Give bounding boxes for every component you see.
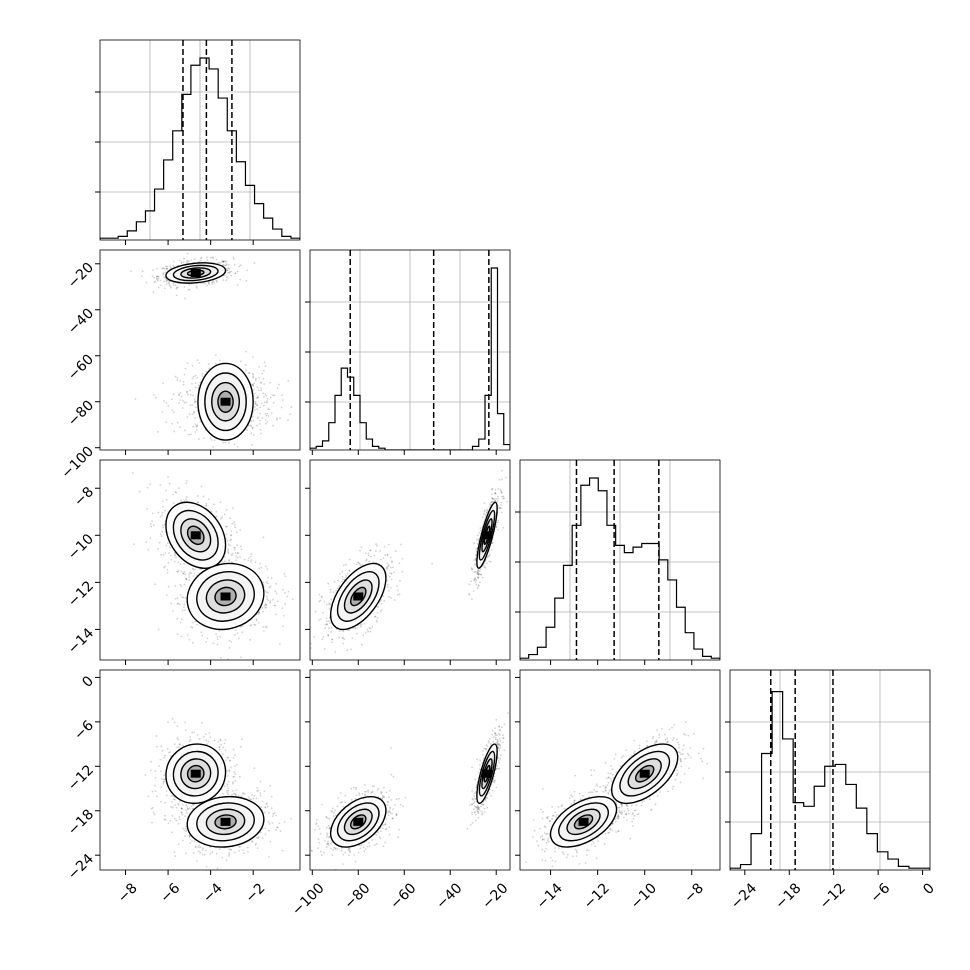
panel-2-0 [95, 459, 301, 665]
density-peak-mode-a [190, 769, 201, 778]
panel-frame [309, 459, 511, 661]
histogram-3 [730, 691, 930, 870]
xtick-label: −6 [157, 880, 183, 906]
density-peak-mode-b [220, 817, 231, 826]
panel-frame [309, 249, 511, 451]
density-peak-mode-a [190, 268, 201, 277]
ytick-label: −24 [65, 851, 97, 883]
density-peak-mode-a [639, 769, 650, 778]
xtick-label: −6 [868, 880, 894, 906]
panel-frame [729, 669, 931, 871]
ytick-label: −10 [65, 531, 97, 563]
panel-2-2 [515, 459, 721, 665]
ytick-label: −100 [59, 443, 98, 482]
ytick-label: −8 [71, 484, 97, 510]
ytick-label: −80 [65, 397, 97, 429]
xtick-label: −12 [817, 880, 849, 912]
xtick-label: −12 [581, 880, 613, 912]
density-peak-mode-b [220, 592, 231, 601]
panel-frame [519, 459, 721, 661]
panel-frame [519, 669, 721, 871]
xtick-label: −40 [433, 880, 465, 912]
panel-3-3 [725, 669, 931, 875]
xtick-label: −8 [115, 880, 141, 906]
histogram-0 [100, 57, 300, 240]
histogram-2 [520, 477, 720, 660]
density-peak-mode-b [353, 592, 364, 601]
ytick-label: 0 [79, 673, 97, 691]
panel-3-2 [515, 669, 721, 875]
density-peak-mode-a [482, 531, 493, 540]
panel-3-0 [95, 669, 301, 875]
xtick-label: −80 [341, 880, 373, 912]
xtick-label: −10 [628, 880, 660, 912]
xtick-label: −2 [243, 880, 269, 906]
panel-1-0 [95, 249, 301, 455]
density-peak-mode-a [482, 769, 493, 778]
panel-1-1 [305, 249, 511, 455]
ytick-label: −6 [71, 718, 97, 744]
panel-2-1 [305, 459, 511, 665]
panel-frame [99, 39, 301, 241]
ytick-label: −18 [65, 806, 97, 838]
xtick-label: −8 [681, 880, 707, 906]
xtick-label: −24 [728, 880, 760, 912]
xtick-label: −4 [200, 880, 226, 906]
panel-0-0 [95, 39, 301, 245]
panel-frame [99, 669, 301, 871]
xtick-label: −60 [387, 880, 419, 912]
xtick-label: −100 [289, 880, 328, 919]
panel-frame [99, 249, 301, 451]
xtick-label: 0 [920, 880, 938, 898]
density-peak-mode-b [353, 817, 364, 826]
ytick-label: −12 [65, 578, 97, 610]
density-peak-mode-a [190, 531, 201, 540]
panel-3-1 [305, 669, 511, 875]
ytick-label: −60 [65, 352, 97, 384]
panel-frame [309, 669, 511, 871]
ytick-label: −14 [65, 625, 97, 657]
panel-frame [99, 459, 301, 661]
scatter-points-2-1 [310, 469, 509, 653]
xtick-label: −14 [534, 880, 566, 912]
ytick-label: −12 [65, 762, 97, 794]
histogram-1 [310, 267, 510, 450]
xtick-label: −18 [772, 880, 804, 912]
density-peak-mode-b [578, 817, 589, 826]
ytick-label: −40 [65, 306, 97, 338]
density-peak-mode-b [220, 397, 231, 406]
ytick-label: −20 [65, 260, 97, 292]
xtick-label: −20 [479, 880, 511, 912]
